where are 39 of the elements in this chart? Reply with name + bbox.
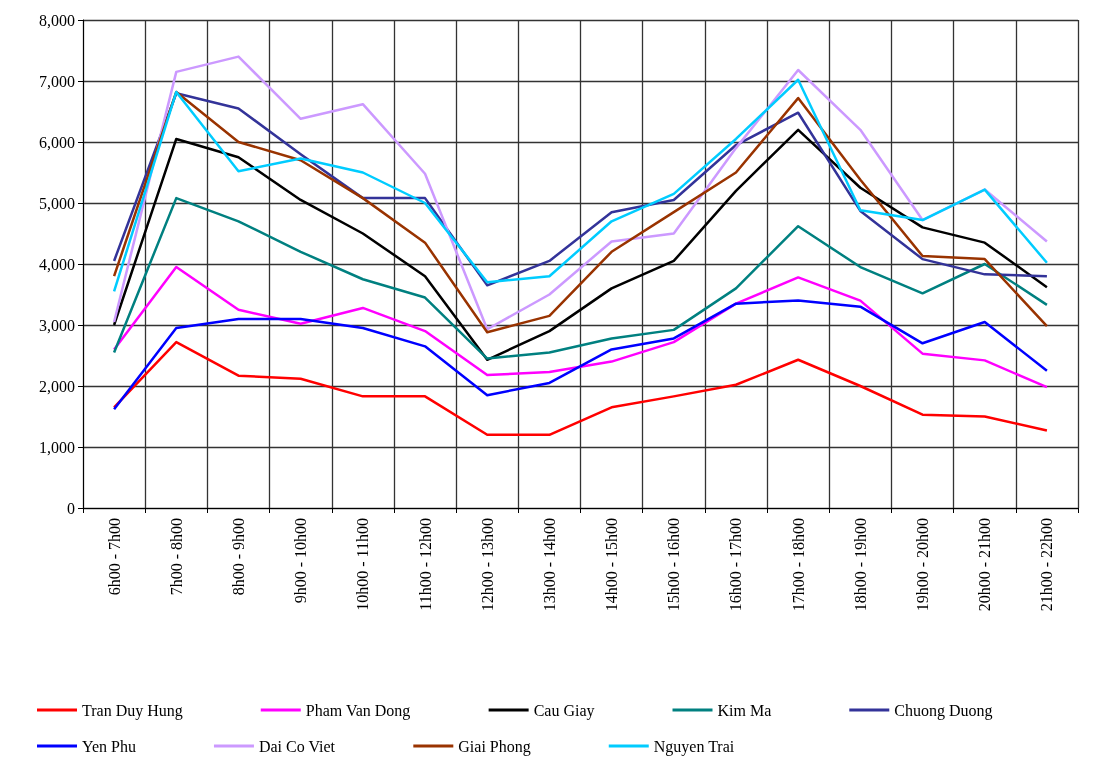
legend-label: Tran Duy Hung	[82, 701, 183, 720]
x-tick-label: 20h00 - 21h00	[976, 518, 994, 612]
x-tick-label: 16h00 - 17h00	[727, 518, 745, 612]
x-tick-label: 17h00 - 18h00	[789, 518, 807, 612]
legend-label: Cau Giay	[533, 701, 595, 720]
legend-label: Dai Co Viet	[258, 737, 336, 755]
line-series	[112, 196, 1049, 360]
x-tick-label: 19h00 - 20h00	[914, 518, 932, 612]
line-series	[112, 128, 1049, 362]
x-tick-label: 6h00 - 7h00	[105, 518, 123, 596]
x-tick-label: 8h00 - 9h00	[229, 518, 247, 596]
line-series	[112, 340, 1049, 437]
y-tick-label: 3,000	[39, 316, 75, 334]
y-tick-label: 0	[67, 499, 75, 517]
line-series	[112, 299, 1049, 411]
x-tick-label: 9h00 - 10h00	[292, 518, 310, 604]
x-tick-label: 15h00 - 16h00	[665, 518, 683, 612]
x-tick-label: 11h00 - 12h00	[416, 518, 434, 611]
x-tick-label: 18h00 - 19h00	[851, 518, 869, 612]
x-tick-label: 13h00 - 14h00	[540, 518, 558, 612]
y-tick-label: 6,000	[39, 133, 75, 151]
x-tick-label: 14h00 - 15h00	[603, 518, 621, 612]
y-tick-label: 8,000	[39, 11, 75, 29]
x-tick-label: 12h00 - 13h00	[478, 518, 496, 612]
legend-label: Kim Ma	[717, 701, 772, 719]
x-tick-label: 7h00 - 8h00	[167, 518, 185, 596]
legend-label: Nguyen Trai	[653, 737, 735, 756]
y-tick-label: 7,000	[39, 72, 75, 90]
legend-label: Chuong Duong	[894, 701, 993, 720]
x-tick-label: 21h00 - 22h00	[1038, 518, 1056, 612]
y-tick-label: 2,000	[39, 377, 75, 395]
legend-label: Giai Phong	[458, 737, 531, 756]
line-series	[112, 265, 1049, 389]
y-tick-label: 4,000	[39, 255, 75, 273]
y-tick-label: 1,000	[39, 438, 75, 456]
x-tick-label: 10h00 - 11h00	[354, 518, 372, 611]
legend-label: Pham Van Dong	[305, 701, 411, 720]
legend-label: Yen Phu	[82, 737, 136, 755]
y-tick-label: 5,000	[39, 194, 75, 212]
